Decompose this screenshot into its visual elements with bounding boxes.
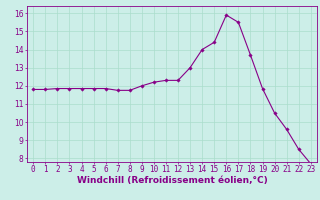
X-axis label: Windchill (Refroidissement éolien,°C): Windchill (Refroidissement éolien,°C) [76,176,268,185]
